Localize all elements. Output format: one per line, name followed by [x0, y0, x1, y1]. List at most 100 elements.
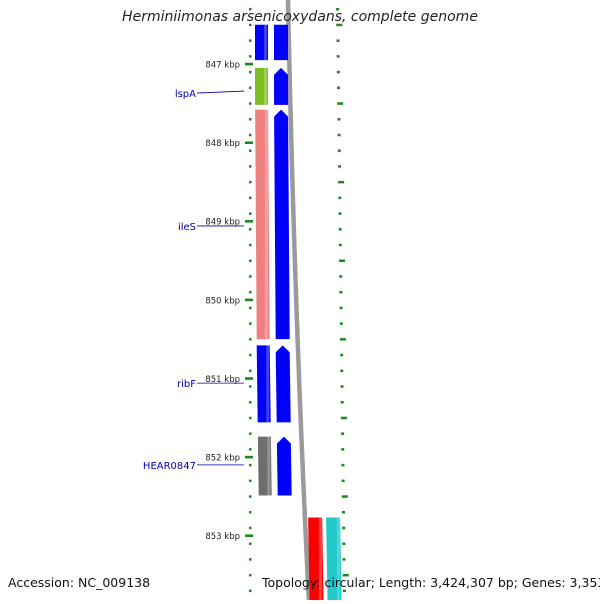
minor-tick-left: [249, 416, 252, 420]
genome-backbone-line: [285, 0, 312, 601]
minor-tick-right: [339, 306, 343, 310]
major-tick: [245, 141, 253, 144]
minor-tick-left: [249, 212, 252, 215]
major-tick: [245, 220, 253, 223]
minor-tick-right: [341, 479, 345, 483]
minor-tick-right: [336, 23, 343, 27]
gene-ileS_arrow: [274, 109, 290, 340]
minor-tick-right: [337, 86, 341, 90]
topology-text: Topology: circular; Length: 3,424,307 bp…: [262, 575, 600, 590]
gene-shade: [264, 109, 268, 340]
tick-label: 853 kbp: [205, 532, 240, 542]
minor-tick-left: [249, 7, 252, 11]
minor-tick-right: [337, 118, 341, 121]
minor-tick-left: [249, 526, 252, 530]
minor-tick-right: [340, 416, 347, 420]
minor-tick-left: [249, 400, 252, 404]
minor-tick-right: [339, 290, 343, 294]
minor-tick-left: [249, 133, 252, 137]
gene-shade: [266, 345, 270, 423]
minor-tick-right: [337, 165, 341, 168]
gene-ribF_cds: [256, 345, 271, 423]
major-tick: [245, 534, 253, 537]
gene-lspA_cds: [255, 67, 269, 105]
minor-tick-right: [340, 385, 344, 388]
minor-tick-left: [249, 432, 252, 435]
minor-tick-right: [336, 70, 340, 74]
minor-tick-right: [342, 558, 346, 561]
minor-tick-left: [249, 369, 252, 373]
minor-tick-right: [341, 448, 345, 451]
gene-shade: [264, 24, 268, 61]
minor-tick-left: [249, 511, 252, 514]
minor-tick-left: [249, 70, 252, 74]
minor-tick-left: [249, 55, 252, 58]
minor-tick-left: [249, 573, 252, 577]
minor-tick-left: [249, 86, 252, 90]
minor-tick-right: [337, 102, 344, 105]
tick-label: 848 kbp: [205, 139, 240, 149]
minor-tick-left: [249, 479, 252, 483]
gene-shade: [318, 517, 322, 604]
minor-tick-right: [342, 542, 346, 545]
minor-tick-right: [342, 589, 346, 593]
minor-tick-left: [249, 228, 252, 231]
minor-tick-right: [338, 243, 342, 247]
minor-tick-right: [338, 212, 342, 215]
major-tick: [245, 455, 253, 459]
label-leader-line: [196, 90, 245, 94]
map-title: Herminiimonas arsenicoxydans, complete g…: [122, 9, 478, 25]
tick-label: 852 kbp: [205, 454, 240, 464]
minor-tick-left: [249, 542, 252, 545]
gene-label-lspA: lspA: [175, 89, 196, 100]
minor-tick-right: [340, 400, 344, 404]
gene-label-ileS: ileS: [178, 222, 196, 233]
minor-tick-right: [340, 353, 344, 357]
gene-label-HEAR0847: HEAR0847: [143, 461, 196, 472]
accession-text: Accession: NC_009138: [8, 575, 151, 590]
minor-tick-right: [338, 228, 342, 231]
gene-ribF_arrow: [275, 345, 291, 423]
minor-tick-left: [249, 180, 252, 184]
gene-ileS_cds: [255, 109, 270, 340]
minor-tick-left: [249, 589, 252, 593]
minor-tick-right: [337, 149, 341, 152]
minor-tick-left: [249, 243, 252, 247]
gene-lspA_arrow: [274, 67, 289, 105]
minor-tick-right: [336, 7, 340, 11]
gene-cyan_feature: [326, 517, 342, 604]
minor-tick-right: [338, 196, 342, 200]
gene-shade: [267, 436, 271, 496]
minor-tick-right: [339, 322, 343, 325]
major-tick: [245, 377, 253, 380]
minor-tick-left: [249, 149, 252, 152]
tick-label: 850 kbp: [205, 296, 240, 306]
minor-tick-left: [249, 165, 252, 168]
tick-label: 851 kbp: [205, 375, 240, 385]
tick-label: 849 kbp: [205, 218, 240, 228]
minor-tick-left: [249, 118, 252, 121]
minor-tick-left: [249, 353, 252, 357]
gene-shade: [264, 67, 268, 105]
minor-tick-right: [341, 463, 345, 467]
minor-tick-right: [340, 369, 344, 373]
gene-shade: [336, 517, 340, 604]
minor-tick-right: [336, 39, 340, 42]
minor-tick-right: [336, 55, 340, 58]
minor-tick-left: [249, 23, 252, 27]
minor-tick-right: [342, 526, 346, 530]
gene-red_feature: [308, 517, 324, 604]
minor-tick-right: [342, 573, 349, 577]
minor-tick-right: [341, 432, 345, 435]
minor-tick-right: [341, 511, 345, 514]
minor-tick-left: [249, 463, 252, 467]
minor-tick-right: [341, 495, 348, 498]
minor-tick-left: [249, 322, 252, 325]
minor-tick-left: [249, 196, 252, 200]
minor-tick-left: [249, 306, 252, 310]
minor-tick-right: [339, 275, 343, 278]
minor-tick-left: [249, 448, 252, 451]
gene-hear0847_arrow: [276, 436, 292, 496]
